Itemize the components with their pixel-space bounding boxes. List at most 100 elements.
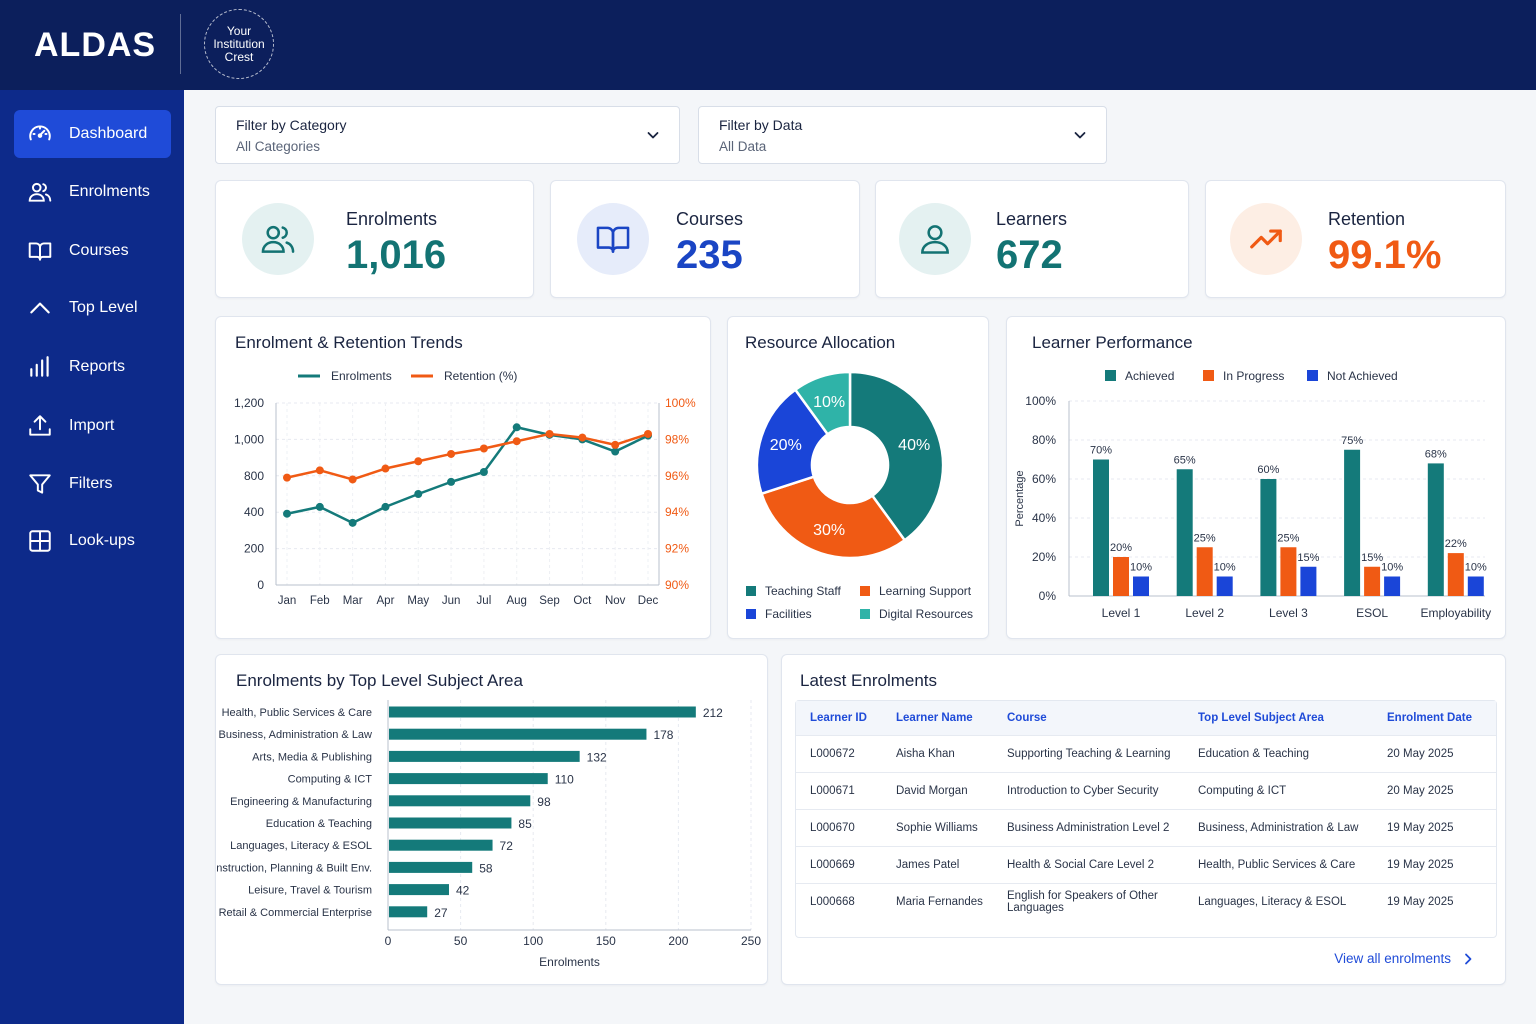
data-label: 15% (1361, 552, 1383, 564)
cell-subject-area: Education & Teaching (1184, 734, 1373, 772)
y-tick-label: Construction, Planning & Built Env. (216, 862, 372, 874)
data-label: 70% (1090, 445, 1112, 457)
bar (1093, 459, 1109, 596)
column-header[interactable]: Course (993, 701, 1184, 735)
bar (1216, 576, 1233, 596)
cell-learner-name: Maria Fernandes (882, 882, 993, 920)
data-point (348, 518, 357, 527)
data-label: 72 (500, 839, 514, 853)
sidebar-item-reports[interactable]: Reports (14, 343, 171, 391)
sidebar-item-enrolments[interactable]: Enrolments (14, 168, 171, 216)
cell-subject-area: Languages, Literacy & ESOL (1184, 882, 1373, 920)
cell-enrolment-date: 19 May 2025 (1373, 808, 1496, 846)
table-row[interactable]: L000669 James Patel Health & Social Care… (796, 845, 1496, 883)
kpi-card-enrolments[interactable]: Enrolments 1,016 (215, 180, 534, 298)
cell-enrolment-date: 19 May 2025 (1373, 882, 1496, 920)
bar (1384, 576, 1401, 596)
y-tick-label: Computing & ICT (288, 774, 373, 786)
y-tick-label: 0 (257, 578, 264, 592)
filter-data-select[interactable]: Filter by Data All Data (698, 106, 1107, 164)
kpi-label: Retention (1328, 209, 1406, 229)
x-tick-label: 50 (454, 934, 468, 948)
subject-chart: 0 50 100 150 200 250 Enrolments Health, Public … (216, 700, 761, 969)
table-row[interactable]: L000671 David Morgan Introduction to Cyb… (796, 771, 1496, 809)
x-tick-label: Feb (310, 595, 330, 607)
cell-course: Health & Social Care Level 2 (993, 845, 1184, 883)
app-logo[interactable]: ALDAS (34, 26, 157, 64)
trend-up-icon (1230, 203, 1302, 275)
bar (389, 839, 493, 851)
cell-course: Business Administration Level 2 (993, 808, 1184, 846)
column-header[interactable]: Learner ID (796, 701, 882, 735)
data-label: 110 (555, 773, 574, 787)
filter-category-select[interactable]: Filter by Category All Categories (215, 106, 680, 164)
data-point (381, 464, 390, 473)
pie-slice (759, 475, 907, 560)
cell-learner-name: David Morgan (882, 771, 993, 809)
x-tick-label: Level 3 (1269, 606, 1308, 620)
legend-label: Digital Resources (879, 607, 973, 621)
column-header[interactable]: Enrolment Date (1373, 701, 1496, 735)
kpi-value: 235 (676, 233, 743, 277)
bar (1113, 557, 1129, 596)
legend-swatch (1203, 370, 1214, 381)
x-tick-label: Level 1 (1102, 606, 1141, 620)
table-row[interactable]: L000670 Sophie Williams Business Adminis… (796, 808, 1496, 846)
trends-chart: 0 200 400 800 1,000 1,200 90% 92% 94% 96% 98% 100% J… (234, 369, 696, 607)
legend-swatch (1105, 370, 1116, 381)
y-tick-label: Arts, Media & Publishing (252, 751, 372, 763)
data-label: 10% (1130, 562, 1152, 574)
cell-learner-id: L000672 (796, 734, 882, 772)
sidebar-item-courses[interactable]: Courses (14, 227, 171, 275)
data-label: 10% (1381, 562, 1403, 574)
table-row[interactable]: L000668 Maria Fernandes English for Spea… (796, 882, 1496, 920)
kpi-card-courses[interactable]: Courses 235 (550, 180, 860, 298)
data-label: 60% (1257, 464, 1279, 476)
bar (1280, 547, 1297, 596)
column-header[interactable]: Learner Name (882, 701, 993, 735)
filter-icon (27, 471, 53, 497)
data-point (381, 502, 390, 511)
bar (389, 861, 473, 873)
cell-course: Supporting Teaching & Learning (993, 734, 1184, 772)
data-label: 58 (479, 861, 493, 875)
sidebar-item-label: Reports (69, 358, 126, 375)
bar (1196, 547, 1213, 596)
view-all-enrolments-link[interactable]: View all enrolments (1334, 951, 1475, 966)
kpi-label: Courses (676, 209, 744, 229)
data-label: 25% (1277, 532, 1299, 544)
users-icon (242, 203, 314, 275)
data-point (611, 447, 620, 456)
kpi-card-retention[interactable]: Retention 99.1% (1205, 180, 1506, 298)
sidebar-item-filters[interactable]: Filters (14, 460, 171, 508)
x-tick-label: 200 (668, 934, 688, 948)
x-tick-label: Employability (1420, 606, 1491, 620)
kpi-card-learners[interactable]: Learners 672 (875, 180, 1189, 298)
cell-learner-name: James Patel (882, 845, 993, 883)
pie-slice (793, 370, 852, 437)
y-tick-label: Retail & Commercial Enterprise (219, 907, 372, 919)
column-header[interactable]: Top Level Subject Area (1184, 701, 1373, 735)
data-label: 85 (518, 817, 532, 831)
sidebar-item-look-ups[interactable]: Look-ups (14, 517, 171, 565)
y-tick-label: 1,200 (234, 396, 264, 410)
y-tick-label: Health, Public Services & Care (222, 707, 372, 719)
table-title: Latest Enrolments (800, 671, 938, 690)
x-tick-label: Level 2 (1185, 606, 1224, 620)
logo-divider (180, 14, 181, 74)
x-tick-label: Jun (442, 595, 461, 607)
top-bar: ALDAS Your Institution Crest (0, 0, 1536, 90)
sidebar-item-import[interactable]: Import (14, 402, 171, 450)
data-label: 68% (1425, 448, 1447, 460)
bar (389, 795, 531, 807)
x-tick-label: Jan (278, 595, 297, 607)
sidebar-item-dashboard[interactable]: Dashboard (14, 110, 171, 158)
slice-label: 30% (813, 522, 845, 539)
table-row[interactable]: L000672 Aisha Khan Supporting Teaching &… (796, 734, 1496, 772)
chevron-up-icon (27, 295, 53, 321)
legend-label: Achieved (1125, 369, 1174, 383)
sidebar-item-top-level[interactable]: Top Level (14, 284, 171, 332)
resource-chart: 40% 30% 20% 10% Teaching Staff Learning Suppo… (746, 370, 973, 621)
latest-enrolments-card: Latest Enrolments Learner ID Learner Nam… (781, 654, 1506, 985)
x-tick-label: Aug (506, 595, 526, 607)
